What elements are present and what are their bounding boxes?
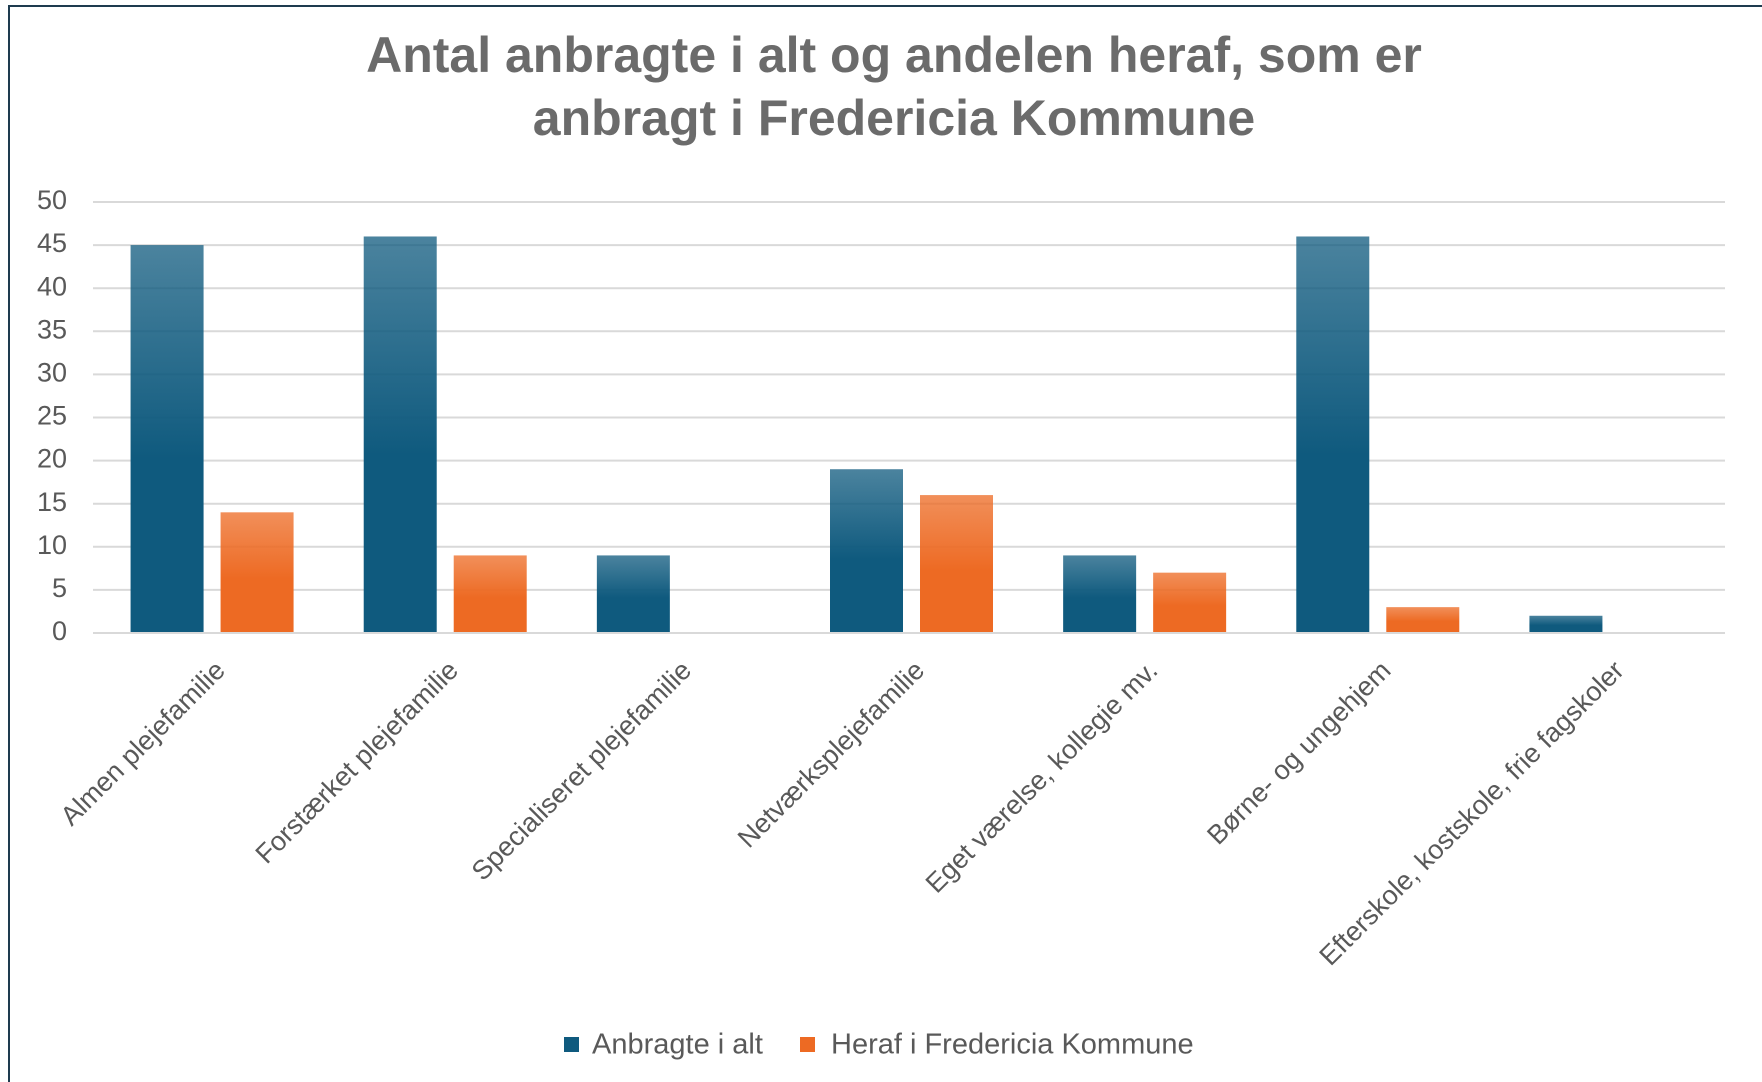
bar xyxy=(920,495,993,633)
y-tick-label: 40 xyxy=(37,271,67,301)
bar xyxy=(1063,555,1137,633)
y-tick-label: 0 xyxy=(52,616,67,646)
y-tick-label: 15 xyxy=(37,487,67,517)
bar xyxy=(363,236,437,634)
y-tick-label: 35 xyxy=(37,314,67,344)
y-tick-label: 45 xyxy=(37,228,67,258)
y-tick-label: 30 xyxy=(37,358,67,388)
legend-swatch xyxy=(564,1037,579,1052)
y-tick-label: 5 xyxy=(52,573,67,603)
y-tick-label: 10 xyxy=(37,530,67,560)
y-tick-label: 50 xyxy=(37,185,67,215)
bar xyxy=(220,512,294,633)
bar xyxy=(596,555,670,633)
y-tick-label: 25 xyxy=(37,401,67,431)
legend-swatch xyxy=(800,1037,815,1052)
bar xyxy=(1386,607,1460,633)
frame xyxy=(8,5,1762,1082)
bar xyxy=(130,245,204,633)
bar xyxy=(830,469,903,633)
legend-label: Heraf i Fredericia Kommune xyxy=(831,1029,1194,1061)
bar xyxy=(1529,615,1603,633)
bar xyxy=(453,555,527,633)
chart-title: Antal anbragte i alt og andelen heraf, s… xyxy=(366,27,1422,83)
bar xyxy=(1153,572,1227,633)
y-tick-label: 20 xyxy=(37,444,67,474)
legend-label: Anbragte i alt xyxy=(592,1029,763,1061)
chart-title: anbragt i Fredericia Kommune xyxy=(533,90,1255,146)
bar xyxy=(1296,236,1370,634)
